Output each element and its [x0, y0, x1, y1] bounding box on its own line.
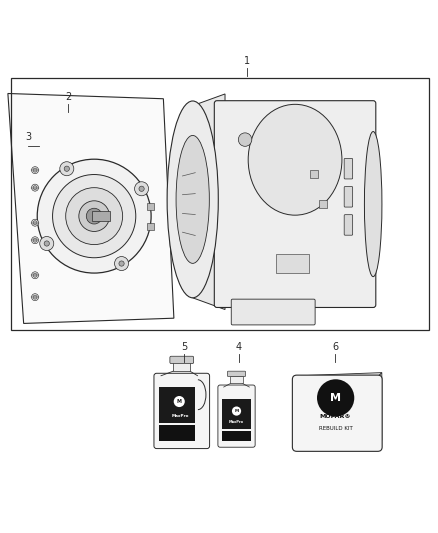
Ellipse shape	[364, 132, 382, 277]
Circle shape	[174, 396, 185, 407]
Text: 3: 3	[25, 132, 32, 142]
Circle shape	[32, 272, 39, 279]
Circle shape	[32, 237, 39, 244]
Circle shape	[79, 201, 110, 231]
Polygon shape	[297, 373, 382, 379]
Text: 1: 1	[244, 56, 251, 66]
Text: M: M	[330, 393, 341, 403]
Bar	[159, 425, 195, 441]
Circle shape	[32, 219, 39, 226]
FancyBboxPatch shape	[344, 158, 353, 179]
Circle shape	[134, 182, 148, 196]
Circle shape	[115, 256, 129, 271]
FancyBboxPatch shape	[170, 356, 194, 364]
Bar	[173, 362, 191, 371]
Bar	[92, 211, 110, 221]
Circle shape	[53, 174, 136, 258]
Bar	[147, 203, 154, 210]
Circle shape	[317, 379, 354, 416]
Text: MOPAR®: MOPAR®	[320, 414, 351, 419]
FancyBboxPatch shape	[214, 101, 376, 308]
FancyBboxPatch shape	[227, 371, 246, 376]
Text: REBUILD KIT: REBUILD KIT	[319, 426, 353, 431]
Bar	[222, 399, 251, 429]
Bar	[159, 387, 195, 423]
Circle shape	[32, 167, 39, 174]
Text: M: M	[234, 409, 239, 413]
FancyBboxPatch shape	[344, 187, 353, 207]
FancyBboxPatch shape	[218, 385, 255, 447]
Circle shape	[60, 161, 74, 176]
Bar	[11, 78, 429, 330]
Circle shape	[119, 261, 124, 266]
Circle shape	[139, 186, 144, 191]
Text: MaxPro: MaxPro	[229, 420, 244, 424]
Circle shape	[232, 407, 241, 416]
Ellipse shape	[176, 135, 209, 263]
FancyBboxPatch shape	[293, 375, 382, 451]
Circle shape	[37, 159, 151, 273]
Circle shape	[44, 241, 49, 246]
Circle shape	[86, 208, 102, 224]
Text: M: M	[177, 399, 182, 404]
Circle shape	[238, 133, 252, 147]
Circle shape	[66, 188, 123, 245]
FancyBboxPatch shape	[231, 299, 315, 325]
Ellipse shape	[248, 104, 342, 215]
Polygon shape	[193, 94, 225, 310]
Text: 6: 6	[332, 342, 338, 352]
FancyBboxPatch shape	[344, 215, 353, 235]
Text: 4: 4	[236, 342, 242, 352]
Polygon shape	[8, 93, 174, 324]
Bar	[222, 431, 251, 441]
Text: MaxPro: MaxPro	[172, 414, 189, 418]
Ellipse shape	[167, 101, 218, 298]
Polygon shape	[378, 373, 382, 444]
Text: 5: 5	[181, 342, 187, 352]
Circle shape	[32, 184, 39, 191]
Circle shape	[32, 294, 39, 301]
Text: 2: 2	[65, 92, 71, 102]
Bar	[147, 222, 154, 230]
FancyBboxPatch shape	[154, 373, 209, 449]
Circle shape	[40, 237, 54, 251]
Circle shape	[64, 166, 70, 171]
Bar	[276, 254, 309, 272]
Bar	[230, 376, 243, 383]
